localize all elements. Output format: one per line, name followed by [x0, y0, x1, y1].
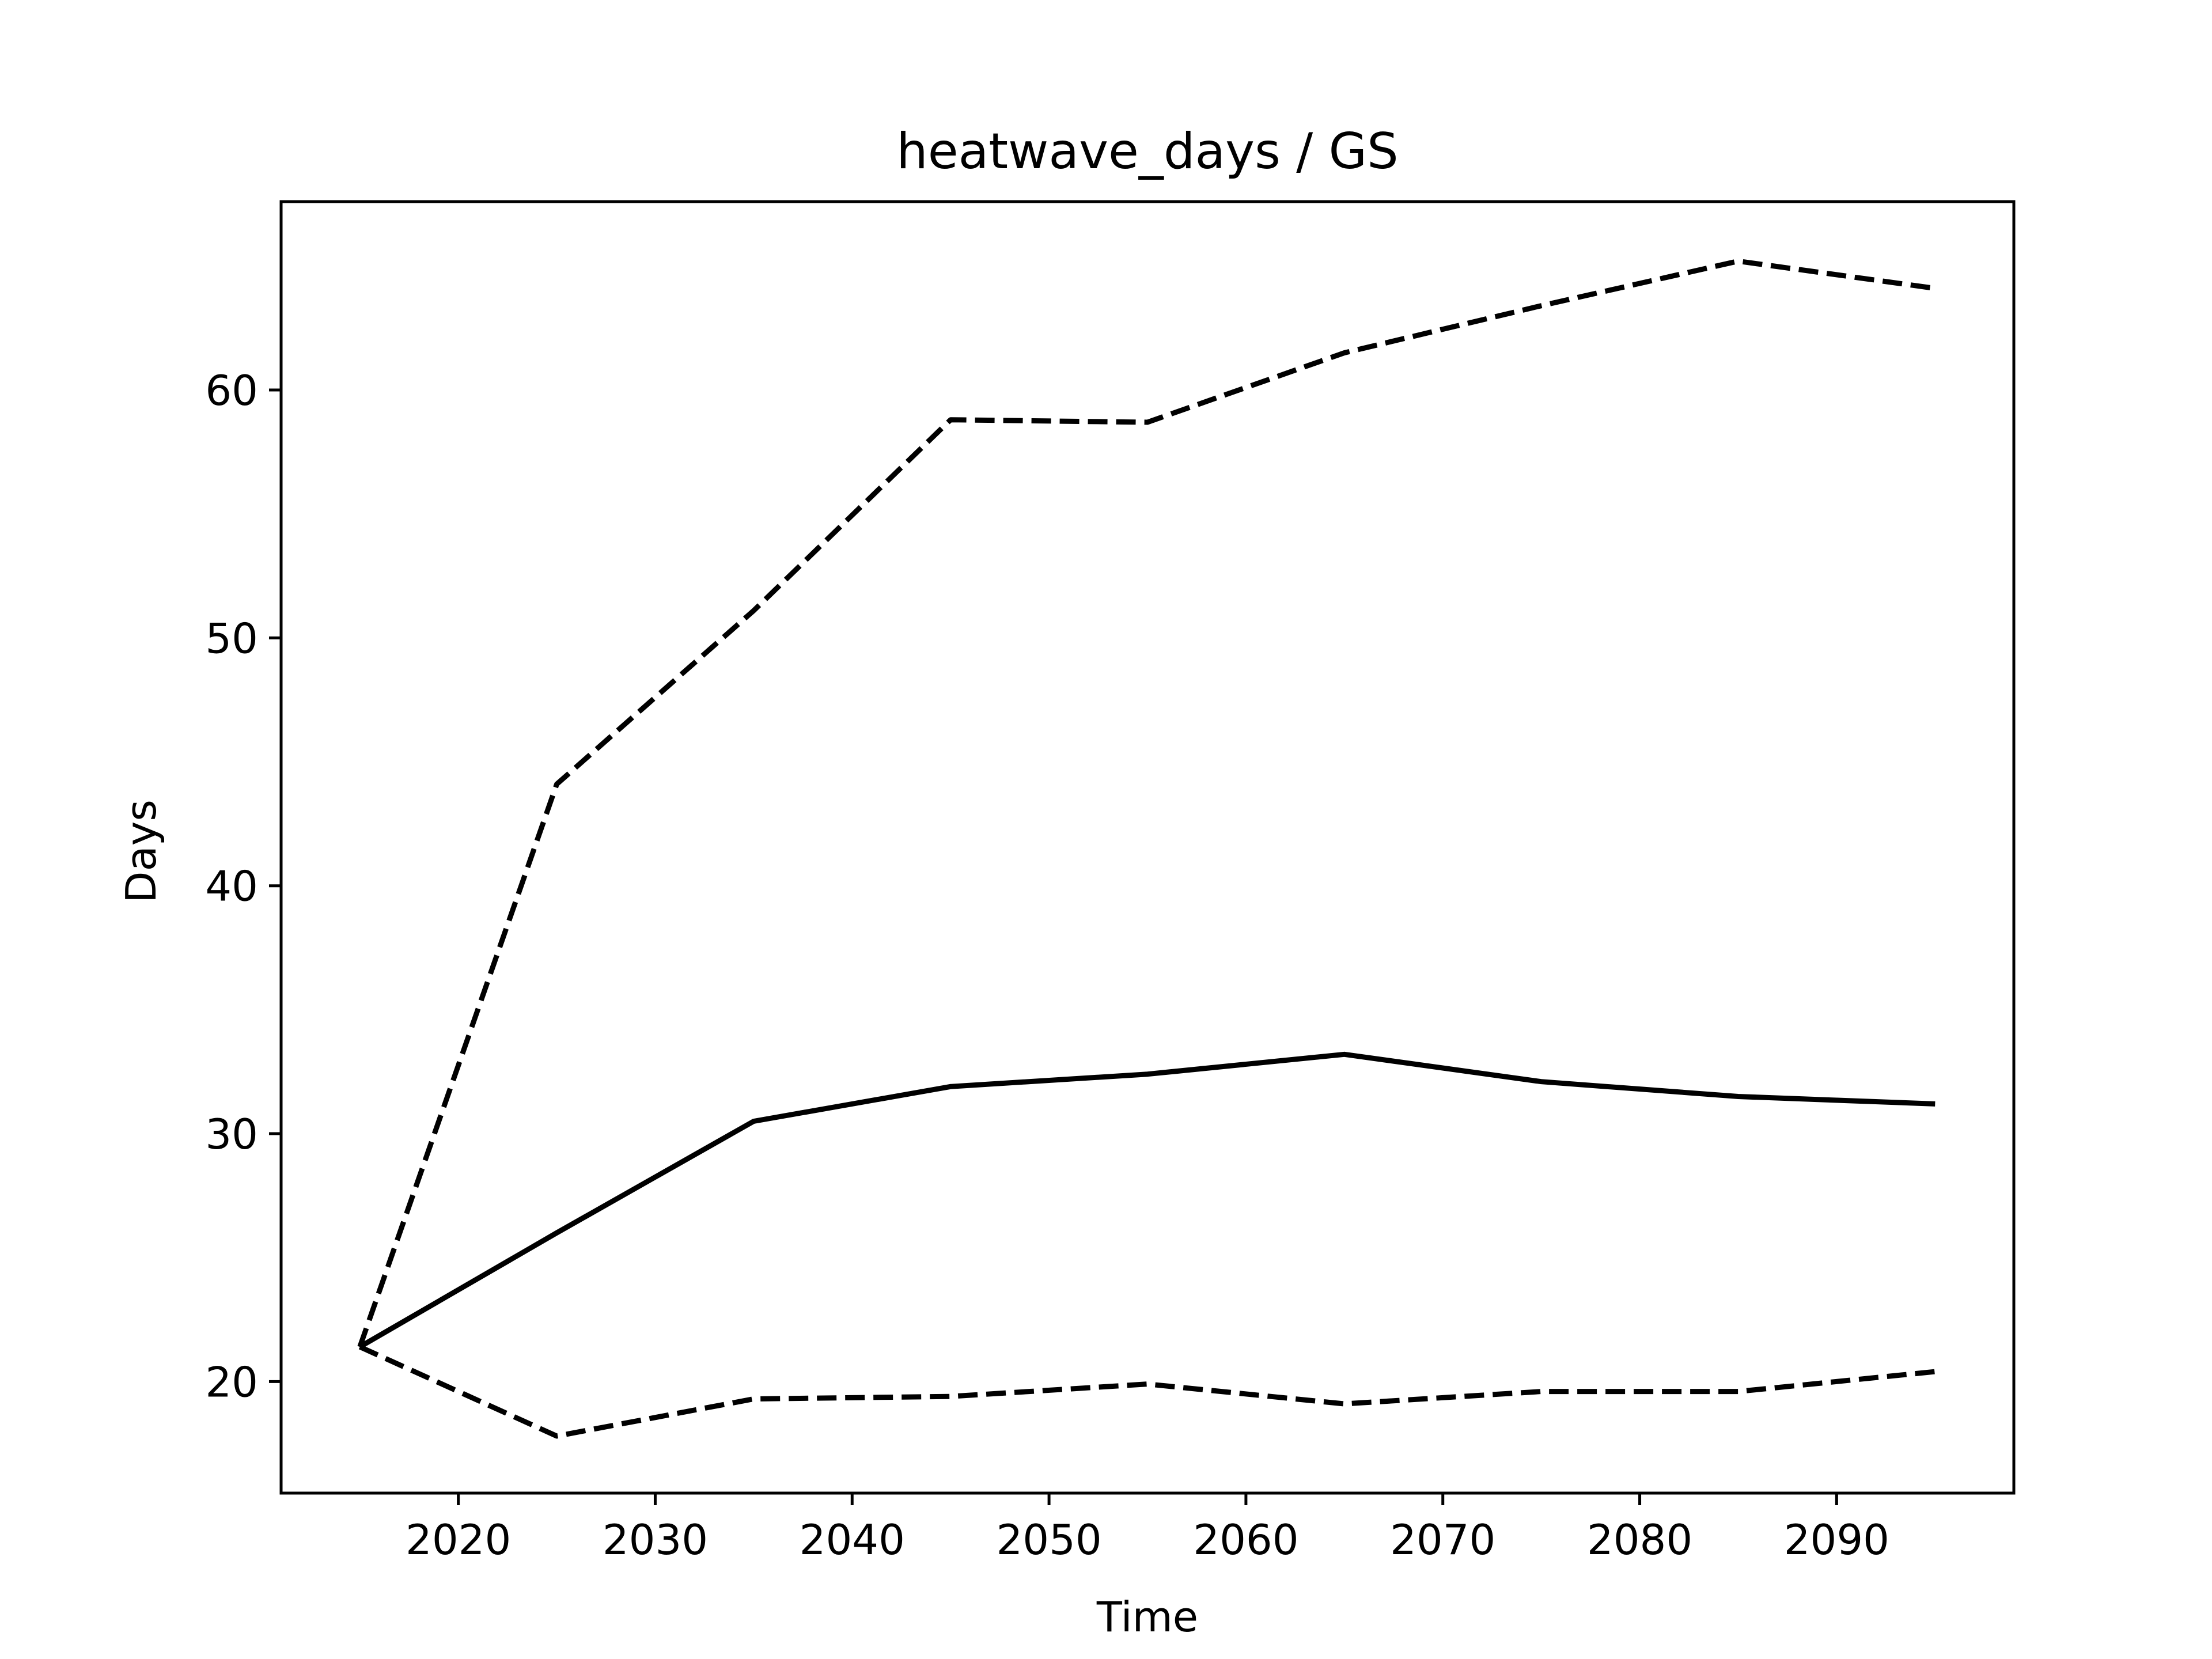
x-tick-label: 2030 — [603, 1516, 708, 1564]
y-tick-label: 60 — [205, 366, 258, 415]
y-tick-label: 40 — [205, 862, 258, 911]
y-tick-label: 30 — [205, 1110, 258, 1158]
x-tick-label: 2040 — [800, 1516, 905, 1564]
x-axis: 2020 2030 2040 2050 2060 2070 2080 2090 — [406, 1493, 1889, 1564]
series-2-line — [358, 1051, 1936, 1349]
series-3-line — [358, 1344, 1936, 1439]
x-tick-label: 2070 — [1390, 1516, 1495, 1564]
y-tick-label: 20 — [205, 1358, 258, 1406]
plot-area-frame — [279, 200, 2016, 1495]
series-1-line — [357, 258, 1936, 1348]
x-tick-label: 2090 — [1784, 1516, 1889, 1564]
series-layer — [357, 258, 1936, 1439]
x-tick-label: 2080 — [1587, 1516, 1692, 1564]
x-axis-label: Time — [1096, 1593, 1198, 1641]
x-tick-label: 2060 — [1193, 1516, 1298, 1564]
x-tick-label: 2050 — [996, 1516, 1101, 1564]
y-axis-label: Days — [117, 800, 165, 903]
chart-title: heatwave_days / GS — [896, 123, 1399, 180]
x-tick-label: 2020 — [406, 1516, 511, 1564]
y-tick-label: 50 — [205, 614, 258, 662]
y-axis: 20 30 40 50 60 — [205, 366, 281, 1406]
